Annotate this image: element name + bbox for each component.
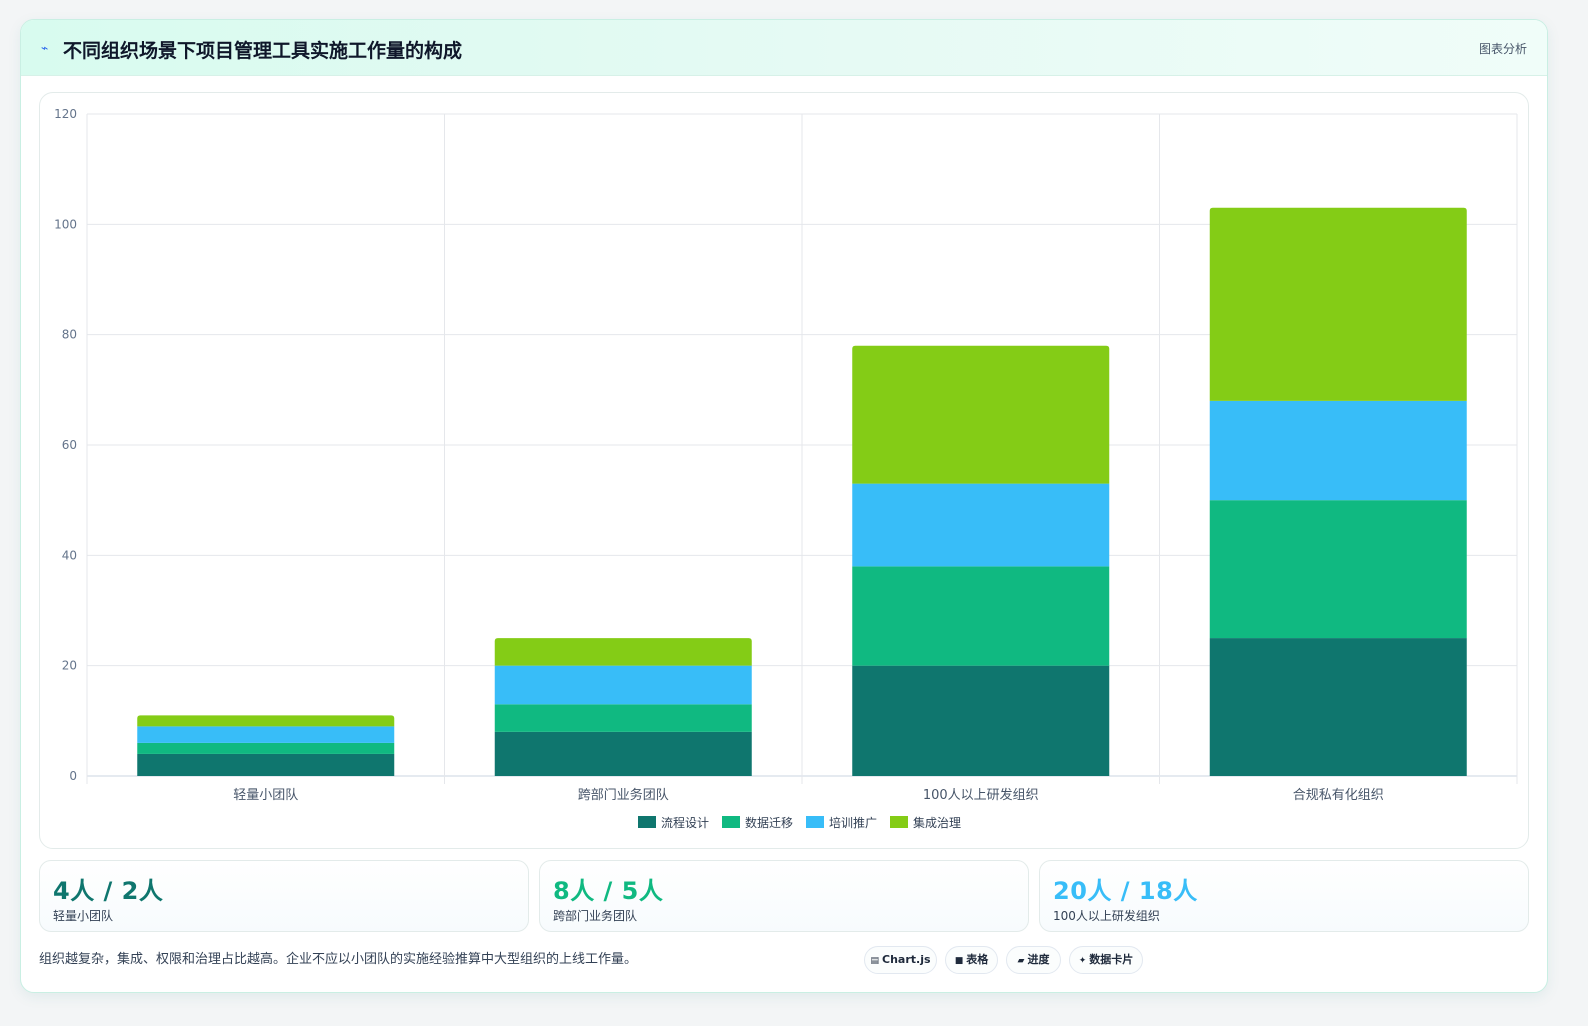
stacked-bar-chart: 0 20 40 60 80 100 120 轻量小团队 跨部门业务团队 100人以上研发组织 合规私… xyxy=(54,107,1518,830)
legend-label: 流程设计 xyxy=(661,815,709,830)
chip-label: 数据卡片 xyxy=(1089,953,1134,966)
footer-note: 组织越复杂，集成、权限和治理占比越高。企业不应以小团队的实施经验推算中大型组织的… xyxy=(39,952,638,967)
sparkle-icon: ✦ xyxy=(1078,956,1087,966)
chart-icon: ▤ xyxy=(870,956,879,966)
trend-icon: ⌁ xyxy=(41,41,49,55)
legend-swatch xyxy=(638,816,656,828)
bar-segment xyxy=(137,715,395,727)
x-tick-label: 轻量小团队 xyxy=(233,788,298,803)
y-tick-label: 120 xyxy=(54,107,77,121)
progress-icon: ▰ xyxy=(1017,956,1025,966)
bar-segment xyxy=(1209,500,1467,639)
y-tick-label: 60 xyxy=(62,438,77,452)
bar-segment xyxy=(494,665,752,705)
stat-card-cross-team: 8人 / 5人 跨部门业务团队 xyxy=(539,860,1029,932)
bar-segment xyxy=(852,566,1110,666)
bar-segment xyxy=(852,345,1110,484)
chip-label: 表格 xyxy=(966,953,989,966)
x-tick-label: 合规私有化组织 xyxy=(1293,788,1384,803)
page-title: 不同组织场景下项目管理工具实施工作量的构成 xyxy=(63,40,463,62)
legend-label: 培训推广 xyxy=(829,815,877,830)
bar-segment xyxy=(494,638,752,666)
stat-value: 4人 / 2人 xyxy=(53,877,164,905)
stat-value: 8人 / 5人 xyxy=(553,877,664,905)
bar-segment xyxy=(137,726,395,743)
stat-label: 100人以上研发组织 xyxy=(1053,909,1160,923)
stat-card-large-org: 20人 / 18人 100人以上研发组织 xyxy=(1039,860,1529,932)
bar-segment xyxy=(1209,400,1467,501)
chart-panel: 0 20 40 60 80 100 120 轻量小团队 跨部门业务团队 100人以上研发组织 合规私… xyxy=(39,92,1529,849)
y-tick-label: 80 xyxy=(62,328,77,342)
legend-swatch xyxy=(722,816,740,828)
card-header: ⌁ 不同组织场景下项目管理工具实施工作量的构成 图表分析 xyxy=(21,20,1547,76)
bar-segment xyxy=(1209,638,1467,776)
x-tick-label: 100人以上研发组织 xyxy=(923,787,1039,803)
bar-segment xyxy=(137,753,395,776)
stat-card-small-team: 4人 / 2人 轻量小团队 xyxy=(39,860,529,932)
chip-progress[interactable]: ▰ 进度 xyxy=(1006,946,1061,974)
stat-label: 跨部门业务团队 xyxy=(553,909,638,923)
y-tick-label: 40 xyxy=(62,548,77,562)
y-tick-label: 100 xyxy=(54,217,77,231)
stat-value: 20人 / 18人 xyxy=(1053,877,1198,905)
y-tick-label: 0 xyxy=(69,769,77,783)
chip-label: Chart.js xyxy=(882,953,931,966)
legend-label: 集成治理 xyxy=(913,815,961,830)
stat-label: 轻量小团队 xyxy=(53,909,114,923)
chip-label: 进度 xyxy=(1027,953,1050,966)
chip-data-card[interactable]: ✦ 数据卡片 xyxy=(1069,946,1143,974)
bar-segment xyxy=(137,742,395,754)
bar-segment xyxy=(494,704,752,732)
legend-swatch xyxy=(890,816,908,828)
bar-segment xyxy=(494,731,752,776)
y-tick-label: 20 xyxy=(62,659,77,673)
chart-card: ⌁ 不同组织场景下项目管理工具实施工作量的构成 图表分析 0 20 40 60 80 10… xyxy=(20,19,1548,993)
legend-swatch xyxy=(806,816,824,828)
bar-segment xyxy=(852,665,1110,776)
bar-segment xyxy=(852,483,1110,567)
bar-segment xyxy=(1209,207,1467,401)
legend-label: 数据迁移 xyxy=(745,815,793,830)
header-category-label: 图表分析 xyxy=(1478,42,1527,56)
chip-chartjs[interactable]: ▤ Chart.js xyxy=(864,946,937,974)
x-tick-label: 跨部门业务团队 xyxy=(578,787,669,803)
table-icon: ■ xyxy=(954,956,964,966)
chip-table[interactable]: ■ 表格 xyxy=(945,946,998,974)
